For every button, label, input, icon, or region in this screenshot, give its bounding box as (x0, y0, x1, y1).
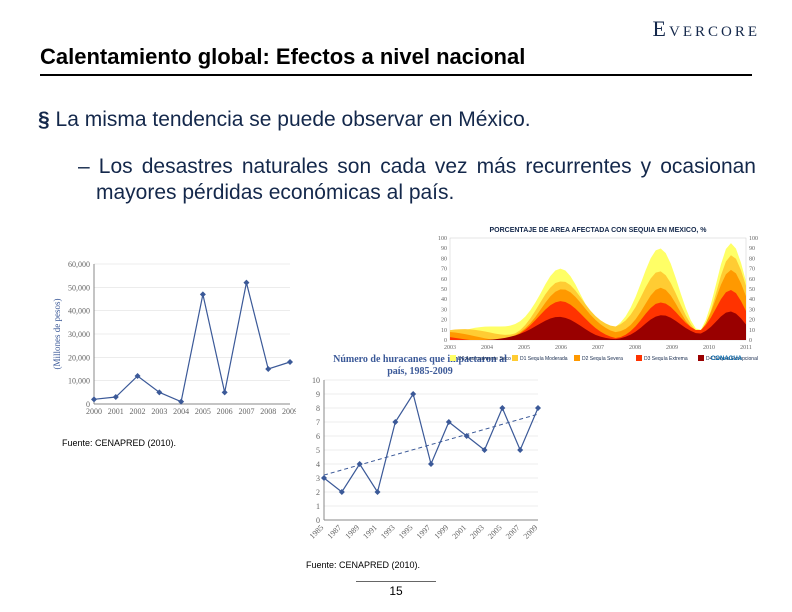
svg-text:3: 3 (316, 474, 320, 483)
svg-text:40: 40 (441, 297, 447, 303)
svg-text:80: 80 (749, 256, 755, 262)
svg-text:50: 50 (441, 287, 447, 293)
svg-text:30: 30 (749, 307, 755, 313)
svg-text:10: 10 (441, 328, 447, 334)
svg-text:1991: 1991 (361, 523, 379, 541)
svg-text:0: 0 (444, 338, 447, 344)
svg-text:2001: 2001 (108, 407, 124, 416)
svg-text:50: 50 (749, 287, 755, 293)
svg-text:1993: 1993 (379, 523, 397, 541)
chart2-source: Fuente: CENAPRED (2010). (306, 560, 420, 570)
chart-economic-losses: 010,00020,00030,00040,00050,00060,000200… (48, 236, 296, 432)
svg-text:2009: 2009 (282, 407, 296, 416)
svg-text:1995: 1995 (397, 523, 415, 541)
svg-text:2006: 2006 (555, 345, 567, 351)
svg-text:20: 20 (441, 318, 447, 324)
svg-text:2005: 2005 (486, 523, 504, 541)
svg-text:PORCENTAJE DE AREA AFECTADA CO: PORCENTAJE DE AREA AFECTADA CON SEQUIA E… (489, 227, 707, 234)
svg-text:1987: 1987 (326, 523, 344, 541)
svg-text:1985: 1985 (308, 523, 326, 541)
svg-text:20: 20 (749, 318, 755, 324)
svg-text:D1 Sequía Moderada: D1 Sequía Moderada (520, 356, 568, 362)
svg-text:60: 60 (749, 277, 755, 283)
slide-title: Calentamiento global: Efectos a nivel na… (40, 44, 752, 76)
svg-text:D0 Anormalmente Seco: D0 Anormalmente Seco (458, 356, 511, 362)
svg-text:2011: 2011 (740, 345, 752, 351)
chart-hurricanes: Número de huracanes que impactaron alpaí… (296, 350, 544, 558)
svg-text:20,000: 20,000 (68, 353, 90, 362)
chart1-source: Fuente: CENAPRED (2010). (62, 438, 176, 448)
svg-text:2009: 2009 (522, 523, 540, 541)
svg-text:2005: 2005 (518, 345, 530, 351)
svg-text:2004: 2004 (481, 345, 493, 351)
svg-text:(Millones de pesos): (Millones de pesos) (52, 299, 62, 370)
svg-text:2010: 2010 (703, 345, 715, 351)
svg-text:2003: 2003 (151, 407, 167, 416)
svg-text:2005: 2005 (195, 407, 211, 416)
svg-text:2003: 2003 (468, 523, 486, 541)
bullet-level-1: La misma tendencia se puede observar en … (56, 108, 752, 132)
svg-text:4: 4 (316, 460, 320, 469)
chart-drought-area: PORCENTAJE DE AREA AFECTADA CON SEQUIA E… (430, 222, 766, 368)
svg-text:1997: 1997 (415, 523, 433, 541)
svg-text:90: 90 (749, 246, 755, 252)
svg-text:70: 70 (441, 267, 447, 273)
svg-text:2003: 2003 (444, 345, 456, 351)
svg-text:2004: 2004 (173, 407, 189, 416)
brand-logo: Evercore (653, 16, 760, 42)
svg-text:10: 10 (312, 376, 320, 385)
svg-text:CONAGUA: CONAGUA (711, 356, 743, 362)
svg-text:0: 0 (749, 338, 752, 344)
svg-text:10: 10 (749, 328, 755, 334)
svg-text:40,000: 40,000 (68, 307, 90, 316)
svg-text:70: 70 (749, 267, 755, 273)
svg-text:2006: 2006 (217, 407, 233, 416)
svg-text:100: 100 (749, 236, 758, 242)
svg-text:30: 30 (441, 307, 447, 313)
svg-text:1989: 1989 (343, 523, 361, 541)
svg-text:2009: 2009 (666, 345, 678, 351)
svg-text:D2 Sequía Severa: D2 Sequía Severa (582, 356, 623, 362)
svg-text:2000: 2000 (86, 407, 102, 416)
svg-text:2008: 2008 (629, 345, 641, 351)
svg-text:2007: 2007 (592, 345, 604, 351)
svg-text:30,000: 30,000 (68, 330, 90, 339)
svg-text:D3 Sequía Extrema: D3 Sequía Extrema (644, 356, 688, 362)
svg-text:100: 100 (438, 236, 447, 242)
svg-text:2002: 2002 (130, 407, 146, 416)
svg-text:2001: 2001 (450, 523, 468, 541)
svg-text:2: 2 (316, 488, 320, 497)
svg-text:2007: 2007 (238, 407, 254, 416)
svg-text:90: 90 (441, 246, 447, 252)
svg-text:50,000: 50,000 (68, 283, 90, 292)
svg-text:2008: 2008 (260, 407, 276, 416)
svg-text:2007: 2007 (504, 523, 522, 541)
svg-text:40: 40 (749, 297, 755, 303)
bullet-level-2: Los desastres naturales son cada vez más… (96, 154, 756, 207)
svg-text:80: 80 (441, 256, 447, 262)
slide-number: 15 (356, 581, 436, 598)
svg-text:8: 8 (316, 404, 320, 413)
svg-text:1999: 1999 (433, 523, 451, 541)
svg-text:10,000: 10,000 (68, 377, 90, 386)
svg-text:60: 60 (441, 277, 447, 283)
svg-text:6: 6 (316, 432, 320, 441)
svg-text:1: 1 (316, 502, 320, 511)
svg-text:7: 7 (316, 418, 320, 427)
svg-text:9: 9 (316, 390, 320, 399)
svg-text:5: 5 (316, 446, 320, 455)
svg-text:60,000: 60,000 (68, 260, 90, 269)
